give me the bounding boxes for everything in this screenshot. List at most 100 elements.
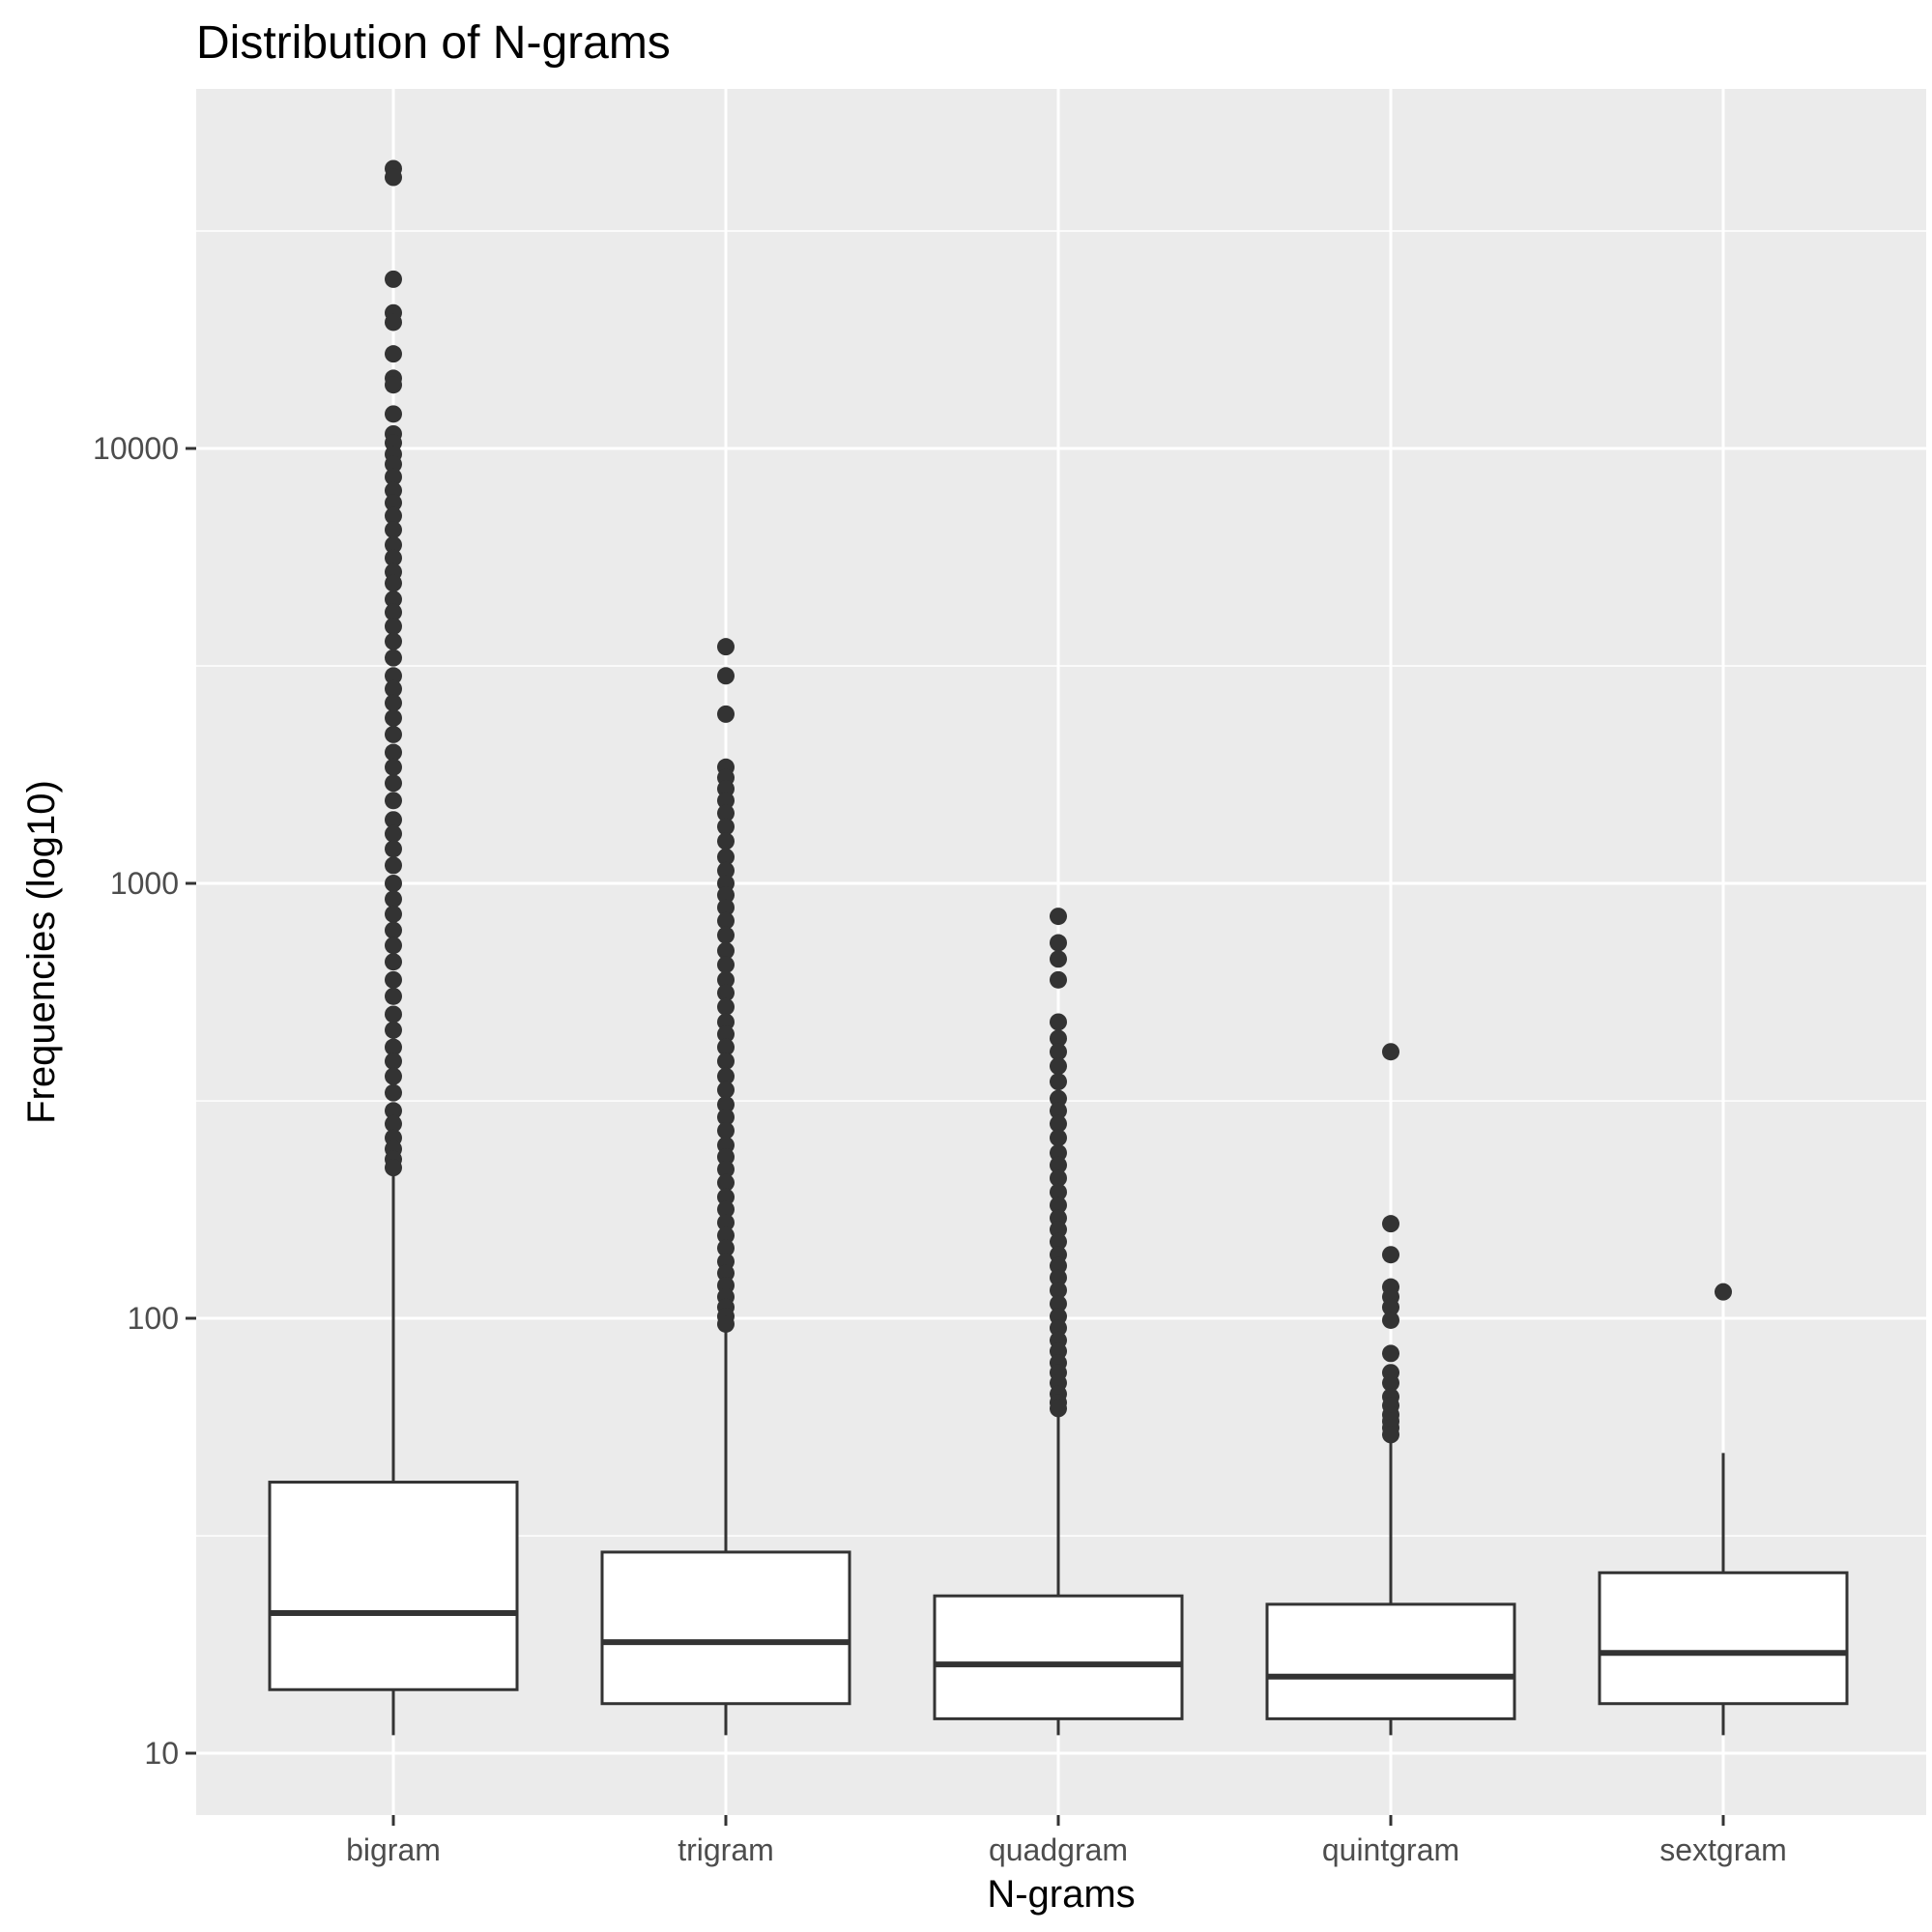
outlier-point-quadgram-2 xyxy=(1050,950,1067,968)
y-tick-label-2: 1000 xyxy=(110,866,179,901)
outlier-point-trigram-10 xyxy=(717,848,735,866)
outlier-point-quadgram-27 xyxy=(1050,1319,1067,1338)
outlier-point-sextgram-0 xyxy=(1715,1283,1732,1301)
outlier-point-bigram-12 xyxy=(385,455,402,474)
outlier-point-bigram-53 xyxy=(385,1083,402,1102)
y-axis-title: Frequencies (log10) xyxy=(20,780,63,1124)
box-quintgram xyxy=(1265,1043,1516,1736)
outlier-point-trigram-9 xyxy=(717,832,735,851)
outlier-point-trigram-38 xyxy=(717,1226,735,1245)
outlier-point-quadgram-17 xyxy=(1050,1196,1067,1214)
outlier-point-bigram-50 xyxy=(385,1038,402,1056)
outlier-point-trigram-21 xyxy=(717,997,735,1016)
outlier-point-bigram-33 xyxy=(385,758,402,776)
outlier-point-trigram-32 xyxy=(717,1148,735,1167)
outlier-point-quadgram-20 xyxy=(1050,1232,1067,1251)
outlier-point-bigram-28 xyxy=(385,679,402,698)
outlier-point-bigram-47 xyxy=(385,987,402,1005)
box-quadgram xyxy=(933,908,1184,1736)
outlier-point-bigram-13 xyxy=(385,468,402,486)
outlier-point-bigram-37 xyxy=(385,824,402,843)
box-body-quadgram xyxy=(933,1594,1184,1720)
y-tick-label-3: 10000 xyxy=(93,431,179,466)
outlier-point-trigram-41 xyxy=(717,1264,735,1283)
outlier-point-bigram-24 xyxy=(385,618,402,636)
outlier-point-trigram-19 xyxy=(717,970,735,989)
outlier-point-trigram-22 xyxy=(717,1013,735,1031)
outlier-point-quintgram-5 xyxy=(1382,1298,1399,1316)
outlier-point-quadgram-19 xyxy=(1050,1221,1067,1239)
outlier-point-bigram-25 xyxy=(385,632,402,650)
outlier-point-trigram-6 xyxy=(717,792,735,810)
outlier-point-bigram-8 xyxy=(385,405,402,423)
outlier-point-trigram-20 xyxy=(717,984,735,1002)
outlier-point-trigram-0 xyxy=(717,638,735,656)
outlier-point-quadgram-15 xyxy=(1050,1169,1067,1188)
chart-title: Distribution of N-grams xyxy=(196,17,671,69)
outlier-point-bigram-17 xyxy=(385,521,402,539)
y-axis: 10 100 1000 10000 xyxy=(93,431,196,1771)
box-trigram xyxy=(600,638,851,1736)
outlier-point-trigram-17 xyxy=(717,941,735,960)
outlier-point-trigram-8 xyxy=(717,818,735,836)
outlier-point-quadgram-35 xyxy=(1050,1399,1067,1418)
outlier-point-bigram-19 xyxy=(385,549,402,567)
outlier-point-trigram-24 xyxy=(717,1038,735,1056)
outlier-point-bigram-22 xyxy=(385,591,402,609)
box-body-sextgram xyxy=(1598,1571,1849,1706)
outlier-point-trigram-13 xyxy=(717,886,735,905)
outlier-point-bigram-40 xyxy=(385,875,402,892)
box-body-quintgram xyxy=(1265,1602,1516,1720)
outlier-point-bigram-59 xyxy=(385,1159,402,1177)
x-tick-label-sextgram: sextgram xyxy=(1659,1832,1787,1867)
outlier-point-bigram-43 xyxy=(385,921,402,939)
x-tick-label-bigram: bigram xyxy=(346,1832,441,1867)
outlier-point-trigram-37 xyxy=(717,1213,735,1231)
outlier-point-bigram-27 xyxy=(385,667,402,685)
outlier-point-bigram-34 xyxy=(385,774,402,793)
x-axis-title: N-grams xyxy=(987,1873,1135,1916)
box-sextgram xyxy=(1598,1283,1849,1736)
outlier-point-quadgram-5 xyxy=(1050,1029,1067,1048)
outlier-point-quadgram-7 xyxy=(1050,1057,1067,1076)
outlier-point-quadgram-10 xyxy=(1050,1102,1067,1120)
outlier-point-bigram-5 xyxy=(385,345,402,363)
outlier-point-bigram-7 xyxy=(385,376,402,394)
outlier-point-trigram-30 xyxy=(717,1121,735,1139)
outlier-point-bigram-39 xyxy=(385,856,402,875)
outlier-point-bigram-18 xyxy=(385,535,402,554)
outlier-point-bigram-2 xyxy=(385,270,402,288)
outlier-point-bigram-55 xyxy=(385,1114,402,1133)
outlier-point-trigram-28 xyxy=(717,1095,735,1113)
x-tick-label-quadgram: quadgram xyxy=(989,1832,1128,1867)
outlier-point-bigram-31 xyxy=(385,725,402,743)
outlier-point-trigram-25 xyxy=(717,1053,735,1071)
box-body-trigram xyxy=(600,1550,851,1706)
outlier-point-quadgram-9 xyxy=(1050,1089,1067,1108)
outlier-point-trigram-1 xyxy=(717,667,735,685)
x-axis: bigram trigram quadgram quintgram sextgram xyxy=(346,1815,1787,1867)
outlier-point-quadgram-23 xyxy=(1050,1268,1067,1286)
outlier-point-quadgram-25 xyxy=(1050,1294,1067,1312)
outlier-point-bigram-54 xyxy=(385,1102,402,1120)
outlier-point-trigram-39 xyxy=(717,1239,735,1257)
outlier-point-trigram-36 xyxy=(717,1200,735,1219)
y-tick-label-1: 100 xyxy=(128,1301,179,1336)
outlier-point-trigram-29 xyxy=(717,1108,735,1126)
box-body-bigram xyxy=(268,1481,519,1691)
outlier-point-bigram-32 xyxy=(385,743,402,762)
outlier-point-quintgram-2 xyxy=(1382,1246,1399,1264)
outlier-point-quintgram-9 xyxy=(1382,1373,1399,1392)
outlier-point-quadgram-24 xyxy=(1050,1281,1067,1299)
outlier-point-bigram-38 xyxy=(385,840,402,858)
outlier-point-bigram-41 xyxy=(385,890,402,908)
box-bigram xyxy=(268,159,519,1736)
outlier-point-quadgram-6 xyxy=(1050,1043,1067,1061)
outlier-point-quadgram-0 xyxy=(1050,908,1067,926)
outlier-point-quadgram-3 xyxy=(1050,970,1067,989)
outlier-point-bigram-51 xyxy=(385,1053,402,1071)
outlier-point-trigram-7 xyxy=(717,804,735,822)
outlier-point-quintgram-7 xyxy=(1382,1344,1399,1363)
y-tick-label-0: 10 xyxy=(144,1736,179,1771)
